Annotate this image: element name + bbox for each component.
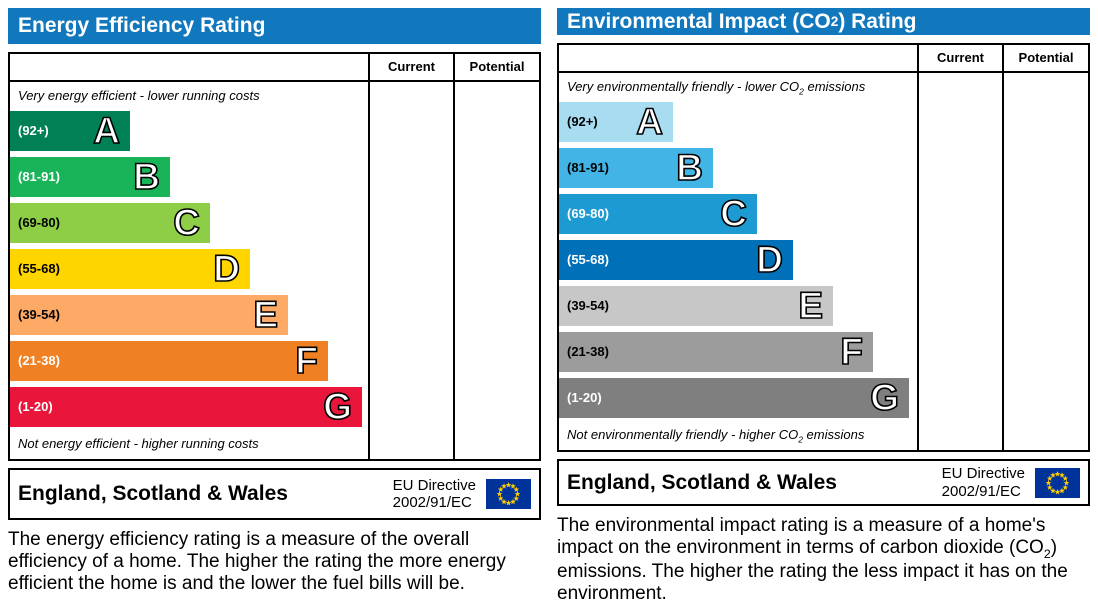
band-g: (1-20) G (10, 386, 362, 428)
band-letter: D (212, 248, 240, 290)
region-label: England, Scotland & Wales (567, 470, 837, 494)
panel-title: Energy Efficiency Rating (8, 8, 541, 44)
eu-flag-icon (1035, 467, 1080, 498)
energy-efficiency-panel: Energy Efficiency Rating Current Potenti… (8, 8, 541, 605)
eu-directive-label: EU Directive 2002/91/EC (392, 476, 476, 512)
band-letter: G (322, 386, 352, 428)
chart-header-row: Current Potential (559, 45, 1088, 74)
band-range: (92+) (18, 123, 49, 139)
band-range: (21-38) (567, 344, 609, 360)
panel-description: The environmental impact rating is a mea… (557, 514, 1068, 604)
panel-description: The energy efficiency rating is a measur… (8, 529, 506, 595)
band-range: (39-54) (567, 298, 609, 314)
band-e: (39-54) E (559, 285, 833, 327)
band-letter: F (840, 331, 864, 373)
band-f: (21-38) F (559, 331, 873, 373)
current-column (368, 82, 453, 460)
band-letter: D (755, 239, 783, 281)
band-range: (69-80) (18, 215, 60, 231)
band-c: (69-80) C (10, 202, 210, 244)
chart-header-row: Current Potential (10, 54, 539, 82)
environmental-impact-panel: Environmental Impact (CO 2) Rating Curren… (557, 8, 1090, 605)
potential-column (453, 82, 539, 460)
potential-column (1002, 73, 1088, 451)
chart-header-spacer (10, 54, 368, 80)
current-column (917, 73, 1002, 451)
band-range: (21-38) (18, 353, 60, 369)
region-label: England, Scotland & Wales (18, 482, 288, 506)
chart-header-spacer (559, 45, 917, 71)
band-area: Very environmentally friendly - lower CO… (559, 73, 917, 450)
band-letter: C (172, 202, 200, 244)
top-note: Very energy efficient - lower running co… (18, 88, 260, 103)
band-b: (81-91) B (10, 156, 170, 198)
band-letter: F (295, 340, 319, 382)
potential-column-header: Potential (1002, 45, 1088, 72)
band-e: (39-54) E (10, 294, 288, 336)
band-range: (81-91) (567, 160, 609, 176)
band-d: (55-68) D (10, 248, 250, 290)
band-letter: G (869, 377, 899, 419)
panel-footer: England, Scotland & Wales EU Directive 2… (8, 468, 541, 521)
chart-body: Very environmentally friendly - lower CO… (559, 73, 1088, 451)
band-f: (21-38) F (10, 340, 328, 382)
band-a: (92+) A (559, 101, 673, 143)
rating-chart: Current Potential Very energy efficient … (8, 52, 541, 462)
potential-column-header: Potential (453, 54, 539, 80)
band-b: (81-91) B (559, 147, 713, 189)
band-letter: B (675, 147, 703, 189)
band-g: (1-20) G (559, 377, 909, 419)
band-range: (1-20) (18, 399, 53, 415)
band-letter: E (253, 294, 279, 336)
panel-title: Environmental Impact (CO 2) Rating (557, 8, 1090, 36)
chart-body: Very energy efficient - lower running co… (10, 82, 539, 460)
band-d: (55-68) D (559, 239, 793, 281)
band-range: (92+) (567, 114, 598, 130)
top-note: Very environmentally friendly - lower CO… (567, 79, 866, 97)
band-range: (69-80) (567, 206, 609, 222)
band-range: (55-68) (18, 261, 60, 277)
band-range: (81-91) (18, 169, 60, 185)
rating-chart: Current Potential Very environmentally f… (557, 43, 1090, 453)
panel-title-text: Environmental Impact (CO (567, 9, 831, 33)
band-range: (55-68) (567, 252, 609, 268)
panel-title-text: Energy Efficiency Rating (18, 14, 266, 37)
band-letter: C (719, 193, 747, 235)
current-column-header: Current (368, 54, 453, 80)
eu-directive-label: EU Directive 2002/91/EC (941, 465, 1025, 500)
band-letter: E (798, 285, 824, 327)
band-area: Very energy efficient - lower running co… (10, 82, 368, 459)
band-range: (39-54) (18, 307, 60, 323)
band-letter: A (92, 110, 120, 152)
band-letter: A (635, 101, 663, 143)
band-c: (69-80) C (559, 193, 757, 235)
band-a: (92+) A (10, 110, 130, 152)
bottom-note: Not energy efficient - higher running co… (18, 435, 259, 451)
eu-flag-icon (486, 479, 531, 510)
panel-footer: England, Scotland & Wales EU Directive 2… (557, 459, 1090, 506)
band-letter: B (132, 156, 160, 198)
bottom-note: Not environmentally friendly - higher CO… (567, 426, 865, 445)
band-range: (1-20) (567, 390, 602, 406)
current-column-header: Current (917, 45, 1002, 72)
